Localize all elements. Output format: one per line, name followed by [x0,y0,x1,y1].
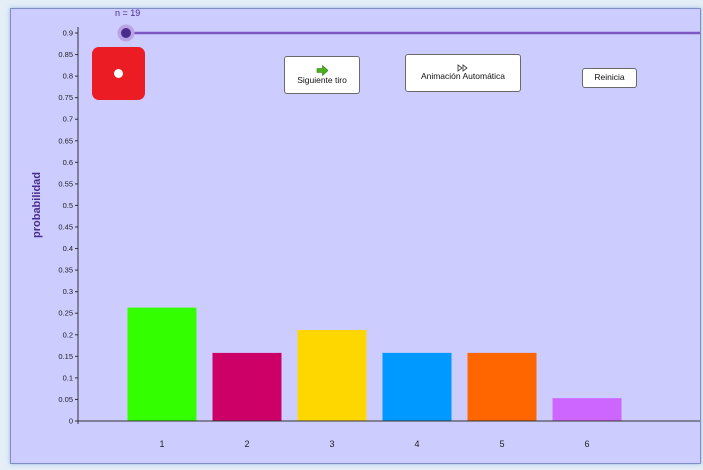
auto-animation-label: Animación Automática [420,71,506,82]
auto-animation-button[interactable]: Animación Automática [405,54,521,92]
n-slider[interactable] [117,24,702,42]
x-tick-label: 1 [159,439,164,449]
y-axis-label: probabilidad [31,172,43,238]
y-tick-label: 0.8 [63,72,73,81]
y-tick-label: 0.5 [63,201,73,210]
y-tick-label: 0.85 [58,50,73,59]
green-arrow-icon [316,64,328,76]
fast-forward-icon [457,64,468,73]
y-tick-label: 0.75 [58,93,73,102]
y-tick-label: 0.65 [58,136,73,145]
bar-2 [212,352,282,421]
next-roll-label: Siguiente tiro [297,74,347,85]
bar-4 [382,352,452,421]
bars [127,307,622,421]
reset-label: Reinicia [594,72,625,83]
y-tick-label: 0.55 [58,179,73,188]
y-tick-label: 0.4 [63,244,73,253]
y-tick-label: 0.1 [63,373,73,382]
slider-handle[interactable] [121,28,131,38]
bar-5 [467,352,537,421]
y-tick-label: 0.45 [58,223,73,232]
next-roll-button[interactable]: Siguiente tiro [284,56,360,94]
bar-1 [127,307,197,421]
x-tick-label: 6 [584,439,589,449]
y-tick-label: 0.15 [58,352,73,361]
die-face [92,47,145,100]
slider-value-label: n = 19 [115,8,141,18]
x-tick-label: 5 [499,439,504,449]
y-tick-label: 0.2 [63,330,73,339]
geogebra-applet: 0 0.05 0.1 0.15 0.2 0.25 0.3 0.35 0.4 0.45 0.5 0.55… [10,8,701,464]
y-tick-label: 0.6 [63,158,73,167]
y-axis: 0 0.05 0.1 0.15 0.2 0.25 0.3 0.35 0.4 0.45 0.5 0.55… [58,27,79,426]
bar-6 [552,398,622,421]
reset-button[interactable]: Reinicia [582,68,637,88]
x-tick-label: 4 [414,439,419,449]
y-tick-label: 0.35 [58,266,73,275]
y-tick-label: 0.9 [63,29,73,38]
y-tick-label: 0.25 [58,309,73,318]
x-axis: 1 2 3 4 5 6 [78,420,700,449]
y-tick-label: 0 [69,417,73,426]
die-pip [114,69,123,78]
y-tick-label: 0.3 [63,287,73,296]
x-tick-label: 2 [244,439,249,449]
bar-3 [297,330,367,421]
y-tick-label: 0.05 [58,395,73,404]
x-tick-label: 3 [329,439,334,449]
y-tick-label: 0.7 [63,115,73,124]
probability-bar-chart: 0 0.05 0.1 0.15 0.2 0.25 0.3 0.35 0.4 0.45 0.5 0.55… [31,24,702,449]
